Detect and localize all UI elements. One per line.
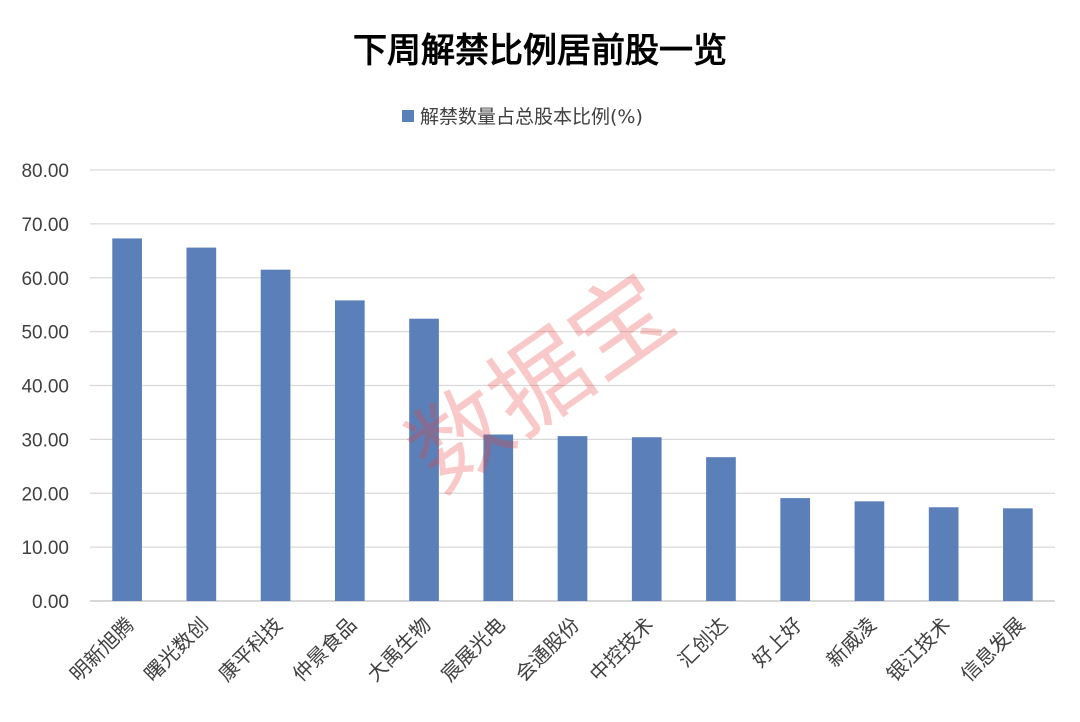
- x-tick-label: 会通股份: [510, 613, 584, 687]
- legend-swatch: [402, 110, 414, 122]
- x-tick-label: 好上好: [747, 613, 806, 672]
- y-tick-label: 70.00: [21, 215, 69, 236]
- y-tick-label: 60.00: [21, 269, 69, 290]
- y-tick-label: 50.00: [21, 323, 69, 344]
- x-tick-label: 信息发展: [956, 613, 1030, 687]
- bar: [260, 269, 291, 601]
- bar: [854, 501, 885, 601]
- gridlines: [90, 169, 1055, 602]
- x-axis-ticks: 明新旭腾 曙光数创 康平科技 仲景食品 大禹生物 宸展光电 会通股份 中控技术 汇创达 好上好 新威…: [65, 613, 1029, 687]
- bar: [112, 238, 142, 601]
- y-tick-label: 40.00: [21, 377, 69, 398]
- y-tick-label: 0.00: [32, 592, 69, 613]
- x-tick-label: 曙光数创: [139, 613, 213, 687]
- bar: [186, 247, 217, 601]
- y-tick-label: 20.00: [21, 484, 69, 505]
- x-tick-label: 大禹生物: [362, 613, 436, 687]
- x-tick-label: 银江技术: [882, 613, 956, 687]
- x-tick-label: 仲景食品: [288, 613, 362, 687]
- x-tick-label: 康平科技: [214, 613, 288, 687]
- x-tick-label: 宸展光电: [436, 613, 510, 687]
- bar: [409, 318, 439, 601]
- y-tick-label: 30.00: [21, 430, 69, 451]
- bar: [483, 434, 514, 601]
- y-tick-label: 80.00: [21, 161, 69, 182]
- x-tick-label: 明新旭腾: [65, 613, 139, 687]
- y-axis-ticks: 0.00 10.00 20.00 30.00 40.00 50.00 60.00 70.00 8…: [21, 161, 69, 613]
- bar: [631, 437, 662, 601]
- bar: [706, 457, 736, 601]
- x-tick-label: 中控技术: [585, 613, 659, 687]
- x-tick-label: 新威凌: [822, 613, 881, 672]
- bar: [334, 300, 365, 601]
- bar: [557, 436, 588, 601]
- x-tick-label: 汇创达: [673, 613, 732, 672]
- legend: 解禁数量占总股本比例(%): [402, 106, 643, 128]
- bars: [112, 238, 1033, 601]
- bar: [780, 498, 811, 601]
- bar: [928, 507, 959, 601]
- y-tick-label: 10.00: [21, 538, 69, 559]
- legend-label: 解禁数量占总股本比例(%): [420, 106, 643, 128]
- chart-title: 下周解禁比例居前股一览: [353, 31, 727, 71]
- bar: [1003, 508, 1033, 601]
